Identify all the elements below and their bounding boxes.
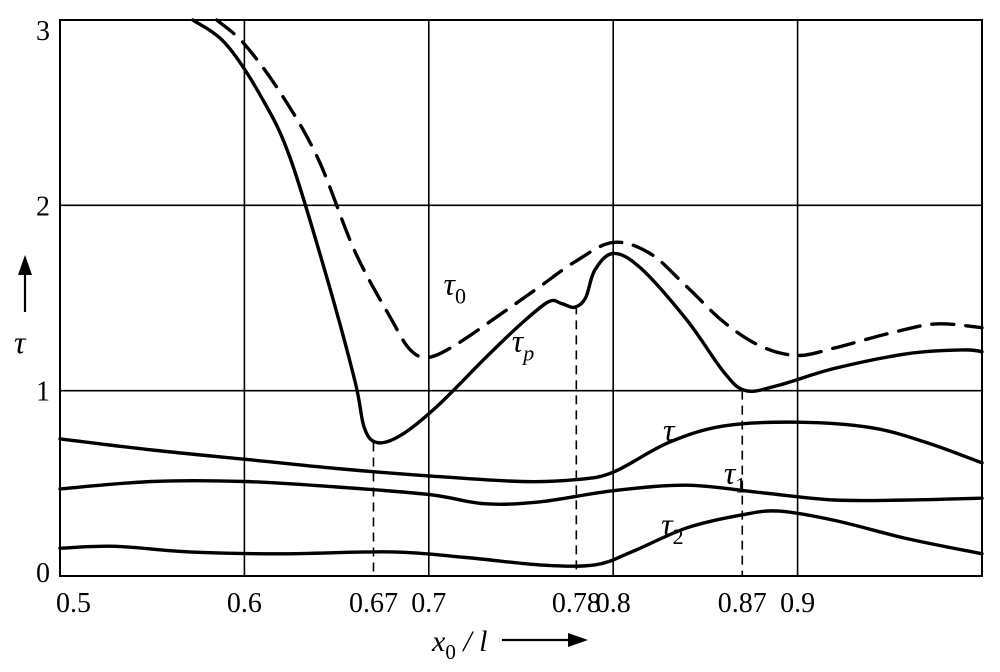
grid-layer bbox=[60, 20, 982, 576]
y-tick-label: 1 bbox=[36, 377, 50, 408]
y-tick-label: 3 bbox=[36, 16, 50, 47]
series-label-4: τ2 bbox=[661, 506, 683, 549]
x-tick-label: 0.6 bbox=[227, 588, 262, 619]
series-label-base: τ bbox=[444, 265, 457, 301]
y-tick-label: 2 bbox=[36, 191, 50, 222]
y-axis-arrow-icon bbox=[18, 255, 32, 312]
y-tick-labels: 0 1 2 3 bbox=[36, 16, 50, 589]
series-line-3 bbox=[58, 478, 984, 506]
x-axis-label-sub: 0 bbox=[445, 640, 456, 664]
series-label-base: τ bbox=[661, 506, 674, 542]
series-label-sub: 0 bbox=[455, 283, 466, 308]
series-label-3: τ1 bbox=[724, 454, 746, 497]
x-tick-label: 0.8 bbox=[596, 588, 631, 619]
series-line-1 bbox=[191, 18, 984, 445]
x-axis-label-var: x bbox=[431, 625, 446, 658]
series-line-0 bbox=[215, 18, 984, 360]
x-tick-label: 0.67 bbox=[349, 588, 398, 619]
series-label-1: τp bbox=[512, 323, 534, 366]
series-label-base: τ bbox=[512, 323, 525, 359]
x-tick-label: 0.5 bbox=[56, 588, 91, 619]
series-label-sub: 2 bbox=[673, 524, 684, 549]
plot-frame bbox=[59, 19, 983, 577]
series-label-sub: p bbox=[521, 341, 534, 366]
series-label-sub: 1 bbox=[735, 472, 746, 497]
series-label-base: τ bbox=[724, 454, 737, 490]
series-line-4 bbox=[58, 509, 984, 568]
x-tick-label: 0.9 bbox=[780, 588, 815, 619]
x-axis-label: x0 / l bbox=[431, 625, 488, 664]
y-tick-label: 0 bbox=[36, 558, 50, 589]
x-axis-arrow-icon bbox=[502, 633, 588, 647]
x-axis-label-rest: / l bbox=[456, 625, 488, 658]
series-label-base: τ bbox=[663, 412, 676, 448]
series-label-0: τ0 bbox=[444, 265, 466, 308]
reference-lines bbox=[372, 305, 744, 576]
series-line-2 bbox=[58, 420, 984, 484]
y-axis-label: τ bbox=[14, 324, 27, 360]
curves bbox=[58, 18, 984, 568]
x-tick-labels: 0.5 0.6 0.67 0.7 0.780.8 0.87 0.9 bbox=[56, 588, 815, 619]
x-tick-label: 0.7 bbox=[411, 588, 446, 619]
series-label-2: τ bbox=[663, 412, 676, 448]
x-tick-label: 0.78 bbox=[552, 588, 601, 619]
x-tick-label: 0.87 bbox=[718, 588, 767, 619]
